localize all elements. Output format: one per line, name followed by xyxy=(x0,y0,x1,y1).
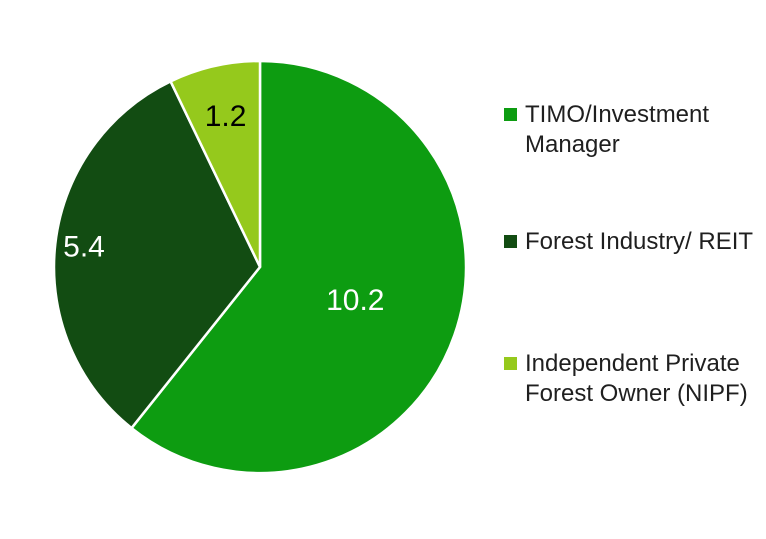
legend-marker-nipf-icon xyxy=(504,357,517,370)
data-label-nipf: 1.2 xyxy=(205,100,247,133)
data-label-forest-industry: 5.4 xyxy=(63,231,105,264)
legend-item-nipf[interactable]: Independent Private Forest Owner (NIPF) xyxy=(504,349,766,409)
legend: TIMO/Investment Manager Forest Industry/… xyxy=(504,0,766,539)
legend-marker-timo-icon xyxy=(504,108,517,121)
pie-slice-forest-industry[interactable] xyxy=(52,80,262,430)
legend-label-timo: TIMO/Investment Manager xyxy=(525,101,710,158)
legend-label-nipf: Independent Private Forest Owner (NIPF) xyxy=(525,350,748,407)
legend-label-forest-industry: Forest Industry/ REIT xyxy=(525,228,754,255)
pie-slice-nipf[interactable] xyxy=(169,59,262,269)
data-label-timo: 10.2 xyxy=(326,284,384,317)
pie-slice-timo[interactable] xyxy=(130,59,468,475)
legend-item-forest-industry[interactable]: Forest Industry/ REIT xyxy=(504,227,766,257)
legend-item-timo[interactable]: TIMO/Investment Manager xyxy=(504,100,766,160)
legend-marker-forest-industry-icon xyxy=(504,235,517,248)
